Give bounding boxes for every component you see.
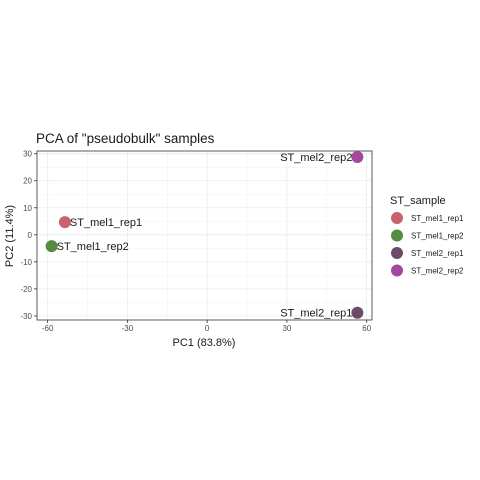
y-tick-label: 0 (28, 231, 33, 240)
data-point (351, 306, 364, 319)
legend-key (391, 229, 403, 242)
point-label: ST_mel1_rep1 (70, 217, 142, 229)
legend-key (391, 264, 403, 277)
x-tick-label: 30 (282, 324, 291, 333)
y-tick-label: 30 (23, 150, 32, 159)
x-axis-ticks: -60 -30 0 30 60 (42, 320, 372, 333)
y-axis-title: PC2 (11.4%) (4, 205, 16, 267)
y-tick-label: -20 (20, 285, 32, 294)
y-tick-label: -30 (20, 312, 32, 321)
major-gridlines (37, 151, 372, 320)
point-labels: ST_mel1_rep1 ST_mel1_rep2 ST_mel2_rep1 ST_m… (57, 152, 353, 320)
point-label: ST_mel2_rep1 (280, 308, 352, 320)
x-tick-label: -60 (42, 324, 54, 333)
legend-label: ST_mel2_rep2 (411, 267, 464, 276)
legend-key (391, 212, 403, 224)
x-tick-label: -30 (122, 324, 134, 333)
point-label: ST_mel2_rep2 (280, 152, 352, 164)
y-tick-label: 10 (23, 204, 32, 213)
legend-label: ST_mel1_rep1 (411, 214, 464, 223)
data-points (45, 150, 364, 319)
data-point (58, 216, 71, 229)
x-tick-label: 0 (205, 324, 210, 333)
chart-title: PCA of "pseudobulk" samples (36, 131, 215, 146)
data-point (45, 240, 58, 253)
legend: ST_sample ST_mel1_rep1 ST_mel1_rep2 ST_mel… (390, 195, 464, 277)
minor-gridlines (37, 151, 372, 320)
point-label: ST_mel1_rep2 (57, 241, 129, 253)
legend-title: ST_sample (390, 195, 446, 207)
y-tick-label: -10 (20, 258, 32, 267)
plot-panel-border (36, 150, 373, 321)
data-point (351, 150, 364, 163)
legend-label: ST_mel1_rep2 (411, 232, 464, 241)
legend-key (391, 247, 403, 259)
y-axis-ticks: -30 -20 -10 0 10 20 30 (20, 150, 37, 321)
legend-label: ST_mel2_rep1 (411, 249, 464, 258)
y-tick-label: 20 (23, 177, 32, 186)
x-axis-title: PC1 (83.8%) (173, 337, 236, 349)
x-tick-label: 60 (362, 324, 371, 333)
